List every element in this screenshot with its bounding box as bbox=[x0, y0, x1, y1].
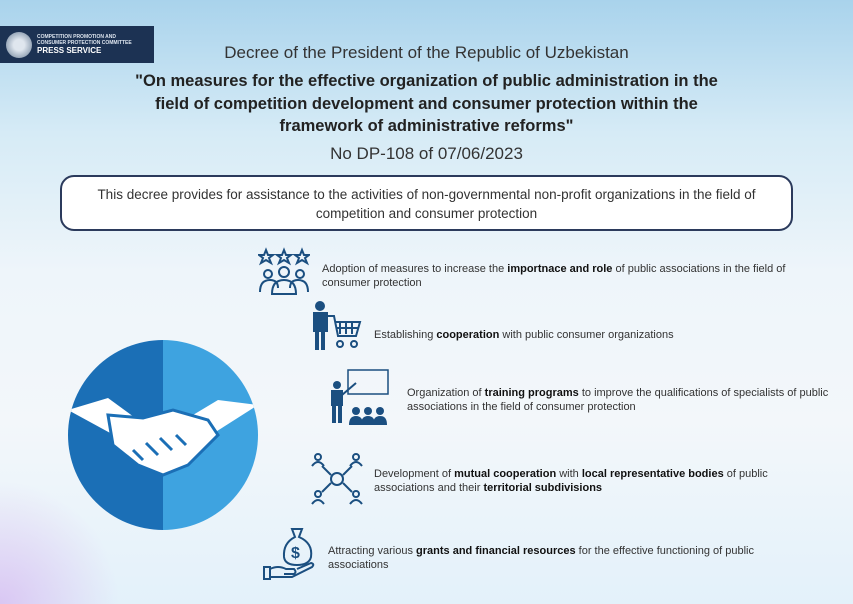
item-text: Establishing bbox=[374, 329, 437, 341]
handshake-icon bbox=[68, 340, 258, 530]
item-text: to improve the qualifications of special… bbox=[407, 387, 829, 413]
item-text: of public associations and their bbox=[374, 468, 768, 494]
state-emblem-icon bbox=[6, 31, 32, 58]
list-item: Development of mutual cooperation with l… bbox=[374, 467, 814, 495]
list-item: Adoption of measures to increase the imp… bbox=[322, 262, 792, 290]
svg-text:$: $ bbox=[291, 545, 300, 562]
list-item: Organization of training programs to imp… bbox=[407, 386, 837, 414]
item-highlight: training programs bbox=[484, 387, 579, 399]
item-highlight: mutual cooperation bbox=[454, 468, 557, 480]
page-title: Decree of the President of the Republic … bbox=[224, 43, 629, 62]
decree-name: "On measures for the effective organizat… bbox=[0, 70, 853, 138]
list-item: Attracting various grants and financial … bbox=[328, 544, 798, 572]
money-bag-hand-icon: $ bbox=[263, 528, 315, 580]
decree-number: No DP-108 of 07/06/2023 bbox=[330, 144, 523, 163]
network-people-icon bbox=[311, 453, 363, 505]
summary-text: This decree provides for assistance to t… bbox=[97, 187, 756, 221]
item-text: for the effective functioning of public … bbox=[328, 545, 754, 571]
list-item: Establishing cooperation with public con… bbox=[374, 328, 834, 342]
item-text: Development of bbox=[374, 468, 455, 480]
summary-box: This decree provides for assistance to t… bbox=[60, 175, 793, 231]
logo-line1: COMPETITION PROMOTION AND bbox=[37, 34, 116, 40]
item-text: of public associations in the field of c… bbox=[322, 263, 786, 289]
people-stars-icon bbox=[258, 247, 310, 295]
logo-line3: PRESS SERVICE bbox=[37, 46, 102, 55]
decree-name-text: "On measures for the effective organizat… bbox=[135, 72, 718, 135]
item-highlight: importnace and role bbox=[507, 263, 613, 275]
item-highlight: territorial subdivisions bbox=[483, 482, 603, 494]
item-text: Adoption of measures to increase the bbox=[322, 263, 508, 275]
item-text: Attracting various bbox=[328, 545, 417, 557]
item-text: with public consumer organizations bbox=[499, 329, 674, 341]
item-highlight: local representative bodies bbox=[581, 468, 724, 480]
item-text: Organization of bbox=[407, 387, 485, 399]
shopper-cart-icon bbox=[313, 301, 362, 350]
item-text: with bbox=[556, 468, 582, 480]
teacher-board-icon bbox=[331, 369, 389, 425]
item-highlight: grants and financial resources bbox=[416, 545, 576, 557]
item-highlight: cooperation bbox=[436, 329, 500, 341]
press-service-logo: COMPETITION PROMOTION AND CONSUMER PROTE… bbox=[0, 26, 154, 63]
logo-line2: CONSUMER PROTECTION COMMITTEE bbox=[37, 40, 132, 46]
